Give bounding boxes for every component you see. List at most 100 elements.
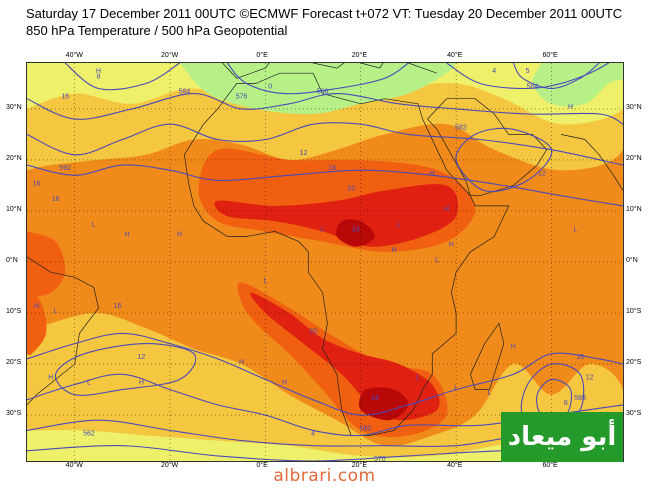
- geopotential-contour-6: [512, 63, 600, 90]
- contour-label: 562: [83, 430, 95, 437]
- asia-coast: [560, 134, 623, 191]
- latitude-label: 0°N: [626, 257, 638, 264]
- contour-label: 592: [59, 165, 71, 172]
- latitude-label: 10°S: [6, 308, 22, 316]
- longitude-label: 40°E: [447, 52, 463, 59]
- longitude-label: 20°E: [351, 462, 368, 469]
- low-pressure-marker: L: [435, 257, 439, 264]
- contour-label: 12: [538, 170, 546, 177]
- high-pressure-marker: H: [48, 374, 53, 381]
- hot-brazil: [27, 231, 66, 298]
- latitude-label: 20°S: [6, 359, 22, 367]
- contour-label: 16: [61, 94, 69, 101]
- madagascar-coast: [470, 322, 505, 390]
- latitude-label: 0°N: [6, 257, 18, 264]
- watermark-logo: أبو ميعاد: [501, 412, 623, 462]
- longitude-label: 20°E: [351, 52, 368, 59]
- geopotential-contour-5: [446, 63, 609, 90]
- latitude-label: 30°S: [626, 410, 642, 418]
- latitude-label: 10°N: [626, 205, 642, 213]
- contour-label: 8: [97, 73, 101, 80]
- contour-label: 12: [586, 374, 594, 381]
- low-pressure-marker: L: [87, 379, 91, 386]
- high-pressure-marker: H: [430, 170, 435, 177]
- coastline-layer: [27, 63, 623, 436]
- europe-coast: [222, 63, 438, 79]
- low-pressure-marker: L: [454, 385, 458, 392]
- high-pressure-marker: H: [449, 242, 454, 249]
- contour-label: 16: [33, 180, 41, 187]
- contour-label: 4: [492, 68, 496, 75]
- contour-label: 584: [527, 84, 539, 91]
- high-pressure-marker: H: [392, 247, 397, 254]
- latitude-label: 30°N: [6, 103, 22, 111]
- contour-label: 4: [311, 430, 315, 437]
- contour-label: 16: [328, 165, 336, 172]
- contour-label: 576: [236, 94, 248, 101]
- chart-title: Saturday 17 December 2011 00UTC ©ECMWF F…: [26, 6, 623, 21]
- longitude-label: 40°E: [447, 462, 463, 469]
- contour-label: 16: [114, 303, 122, 310]
- contour-label: 16: [576, 354, 584, 361]
- hot-southamerica: [27, 287, 47, 356]
- contour-label: 588: [574, 395, 586, 402]
- latitude-label: 20°N: [626, 154, 642, 162]
- contour-label: 584: [179, 89, 191, 96]
- contour-labels: 16 8 584 576 0 568 4 5 584 582 12 16 20 592 16 16 12 24 16…: [33, 68, 594, 461]
- high-pressure-marker: H: [139, 379, 144, 386]
- low-pressure-marker: L: [416, 374, 420, 381]
- high-pressure-marker: H: [282, 379, 287, 386]
- geopotential-contour-closed-arabia: [455, 127, 553, 192]
- chart-subtitle: 850 hPa Temperature / 500 hPa Geopotenti…: [26, 23, 288, 38]
- very-hot-southern: [250, 292, 440, 421]
- contour-label: 570: [374, 456, 386, 461]
- longitude-label: 20°W: [161, 52, 179, 59]
- latitude-label: 20°S: [626, 359, 642, 367]
- contour-label: 16: [52, 196, 60, 203]
- high-pressure-marker: H: [34, 303, 39, 310]
- contour-label: 568: [317, 89, 329, 96]
- geopotential-contour-1: [27, 164, 623, 207]
- longitude-label: 60°E: [542, 462, 558, 469]
- high-pressure-marker: H: [239, 359, 244, 366]
- latitude-label: 10°S: [626, 308, 642, 316]
- high-pressure-marker: H: [444, 206, 449, 213]
- geopotential-contour-7: [27, 332, 623, 416]
- low-pressure-marker: L: [321, 226, 325, 233]
- longitude-label: 0°E: [256, 462, 268, 469]
- cool-south: [27, 427, 623, 461]
- latitude-label: 20°N: [6, 154, 22, 162]
- geopotential-contour-2: [27, 93, 623, 125]
- mild-south: [27, 312, 623, 461]
- contour-label: 582: [360, 425, 372, 432]
- high-pressure-marker: H: [96, 68, 101, 75]
- high-pressure-marker: H: [568, 104, 573, 111]
- cold-europe: [179, 63, 457, 115]
- geopotential-contour-4: [226, 63, 409, 95]
- contour-label: 20: [347, 186, 355, 193]
- longitude-label: 40°W: [65, 462, 83, 469]
- low-pressure-marker: L: [573, 226, 577, 233]
- geopotential-contour-8: [27, 373, 623, 437]
- contour-label: 8: [564, 400, 568, 407]
- site-footer[interactable]: albrari.com: [273, 466, 376, 486]
- high-pressure-marker: H: [125, 231, 130, 238]
- extreme-sahel: [336, 219, 376, 247]
- contour-label: 24: [352, 226, 360, 233]
- contour-label: 24: [371, 395, 379, 402]
- contour-label: 12: [138, 354, 146, 361]
- contour-label: 5: [526, 68, 530, 75]
- contour-label: 20: [309, 328, 317, 335]
- contour-label: 12: [300, 150, 308, 157]
- very-hot-sahel: [214, 184, 459, 247]
- latitude-label: 30°N: [626, 103, 642, 111]
- low-pressure-marker: L: [488, 390, 492, 397]
- geopotential-contour-closed-south-atlantic: [54, 343, 197, 396]
- longitude-label: 0°E: [256, 52, 268, 59]
- contour-label: 0: [268, 84, 272, 91]
- high-pressure-marker: H: [511, 344, 516, 351]
- extreme-southern: [359, 387, 409, 421]
- africa-coast: [183, 72, 510, 436]
- southamerica-coast: [27, 256, 99, 406]
- longitude-label: 20°W: [161, 462, 179, 469]
